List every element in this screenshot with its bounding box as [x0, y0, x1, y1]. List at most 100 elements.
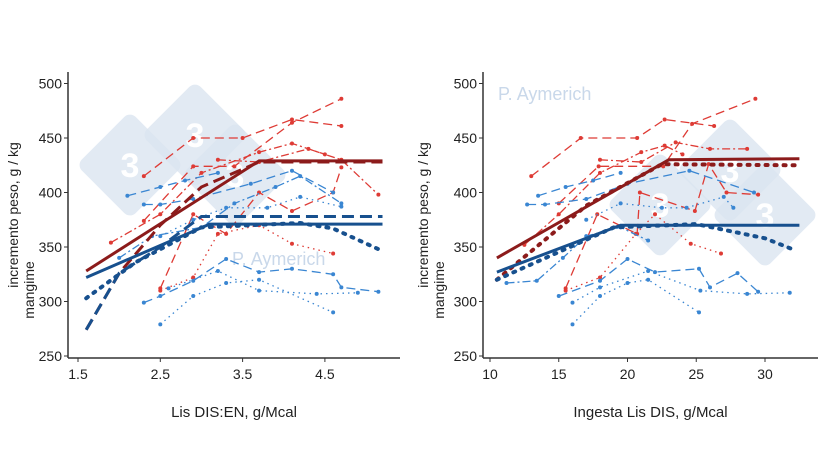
data-point-red	[563, 288, 568, 293]
data-point-blue	[224, 280, 229, 285]
x-tick-label: 3.5	[233, 366, 253, 382]
data-point-blue	[534, 278, 539, 283]
data-point-red	[215, 157, 220, 162]
y-tick-label: 400	[39, 185, 63, 201]
data-point-blue	[158, 185, 163, 190]
study-line-red	[110, 142, 326, 244]
data-point-red	[745, 146, 750, 151]
study-line-blue	[506, 226, 649, 284]
data-point-red	[596, 164, 601, 169]
data-point-red	[141, 218, 146, 223]
data-point-red	[108, 240, 113, 245]
data-point-blue	[265, 205, 270, 210]
data-point-red	[635, 136, 640, 140]
data-point-red	[653, 212, 657, 217]
study-line-blue	[558, 258, 759, 297]
data-point-blue	[376, 289, 381, 294]
y-tick-label: 450	[454, 130, 478, 146]
data-point-red	[191, 164, 196, 169]
data-point-blue	[331, 272, 336, 277]
data-point-red	[376, 192, 381, 197]
data-point-red	[339, 96, 344, 101]
data-point-blue	[697, 310, 701, 315]
data-point-blue	[191, 278, 196, 283]
data-point-blue	[745, 291, 750, 296]
watermark-logo-text: 3	[121, 147, 140, 185]
data-point-red	[639, 159, 644, 164]
data-point-blue	[298, 174, 303, 179]
data-point-blue	[735, 271, 740, 276]
data-point-red	[673, 140, 678, 145]
data-point-red	[306, 146, 311, 151]
data-point-blue	[224, 205, 229, 210]
data-point-blue	[708, 285, 712, 290]
data-point-blue	[556, 294, 561, 299]
data-point-red	[598, 275, 602, 280]
data-point-blue	[331, 190, 336, 195]
data-point-red	[637, 190, 642, 195]
x-tick-label: 20	[620, 366, 636, 382]
data-point-blue	[339, 204, 344, 209]
study-line-blue	[527, 170, 755, 206]
y-axis-label: incremento peso, g / kg	[5, 142, 21, 288]
x-tick-label: 25	[688, 366, 704, 382]
x-tick-label: 2.5	[151, 366, 171, 382]
data-point-red	[712, 124, 717, 129]
data-point-red	[240, 136, 245, 140]
watermark-author: P. Aymerich	[498, 84, 591, 104]
data-point-red	[598, 170, 602, 175]
x-tick-label: 10	[482, 366, 498, 382]
data-point-red	[331, 251, 336, 256]
data-point-blue	[787, 290, 792, 295]
x-tick-label: 30	[757, 366, 773, 382]
data-point-red	[556, 212, 561, 217]
study-line-blue	[160, 196, 342, 237]
data-point-red	[690, 121, 695, 126]
data-point-red	[158, 212, 163, 217]
data-point-red	[158, 288, 163, 293]
data-point-red	[724, 190, 729, 195]
y-tick-label: 350	[39, 239, 63, 255]
study-line-blue	[537, 172, 621, 197]
data-point-red	[289, 141, 294, 146]
data-point-blue	[504, 280, 509, 285]
data-point-blue	[339, 285, 344, 290]
data-point-red	[339, 124, 344, 129]
data-point-red	[662, 143, 667, 148]
data-point-blue	[598, 278, 602, 283]
data-point-red	[639, 150, 644, 155]
data-point-blue	[314, 291, 319, 296]
data-point-blue	[646, 268, 651, 273]
data-point-blue	[721, 194, 726, 199]
data-point-red	[141, 174, 146, 179]
data-point-blue	[215, 170, 220, 175]
data-point-red	[680, 152, 685, 157]
data-point-red	[224, 231, 229, 236]
data-point-red	[257, 150, 262, 155]
data-point-blue	[257, 288, 262, 293]
y-tick-label: 450	[39, 130, 63, 146]
data-point-blue	[339, 201, 344, 206]
y-tick-label: 350	[454, 239, 478, 255]
data-point-red	[289, 209, 294, 214]
data-point-blue	[752, 190, 756, 195]
data-point-blue	[591, 178, 596, 183]
data-point-red	[289, 241, 294, 246]
watermark-logo-text: 3	[721, 152, 740, 190]
data-point-red	[289, 120, 294, 125]
data-point-blue	[570, 322, 575, 327]
data-point-blue	[659, 205, 664, 210]
data-point-red	[706, 162, 711, 167]
data-point-red	[191, 212, 196, 217]
data-point-blue	[158, 322, 163, 327]
data-point-blue	[698, 288, 703, 293]
data-point-blue	[141, 202, 146, 207]
data-point-red	[753, 96, 758, 101]
data-point-blue	[117, 255, 122, 260]
data-point-red	[719, 251, 723, 256]
y-tick-label: 500	[454, 76, 478, 92]
y-tick-label: 250	[39, 348, 63, 364]
data-point-blue	[298, 194, 303, 199]
data-point-red	[339, 165, 344, 170]
